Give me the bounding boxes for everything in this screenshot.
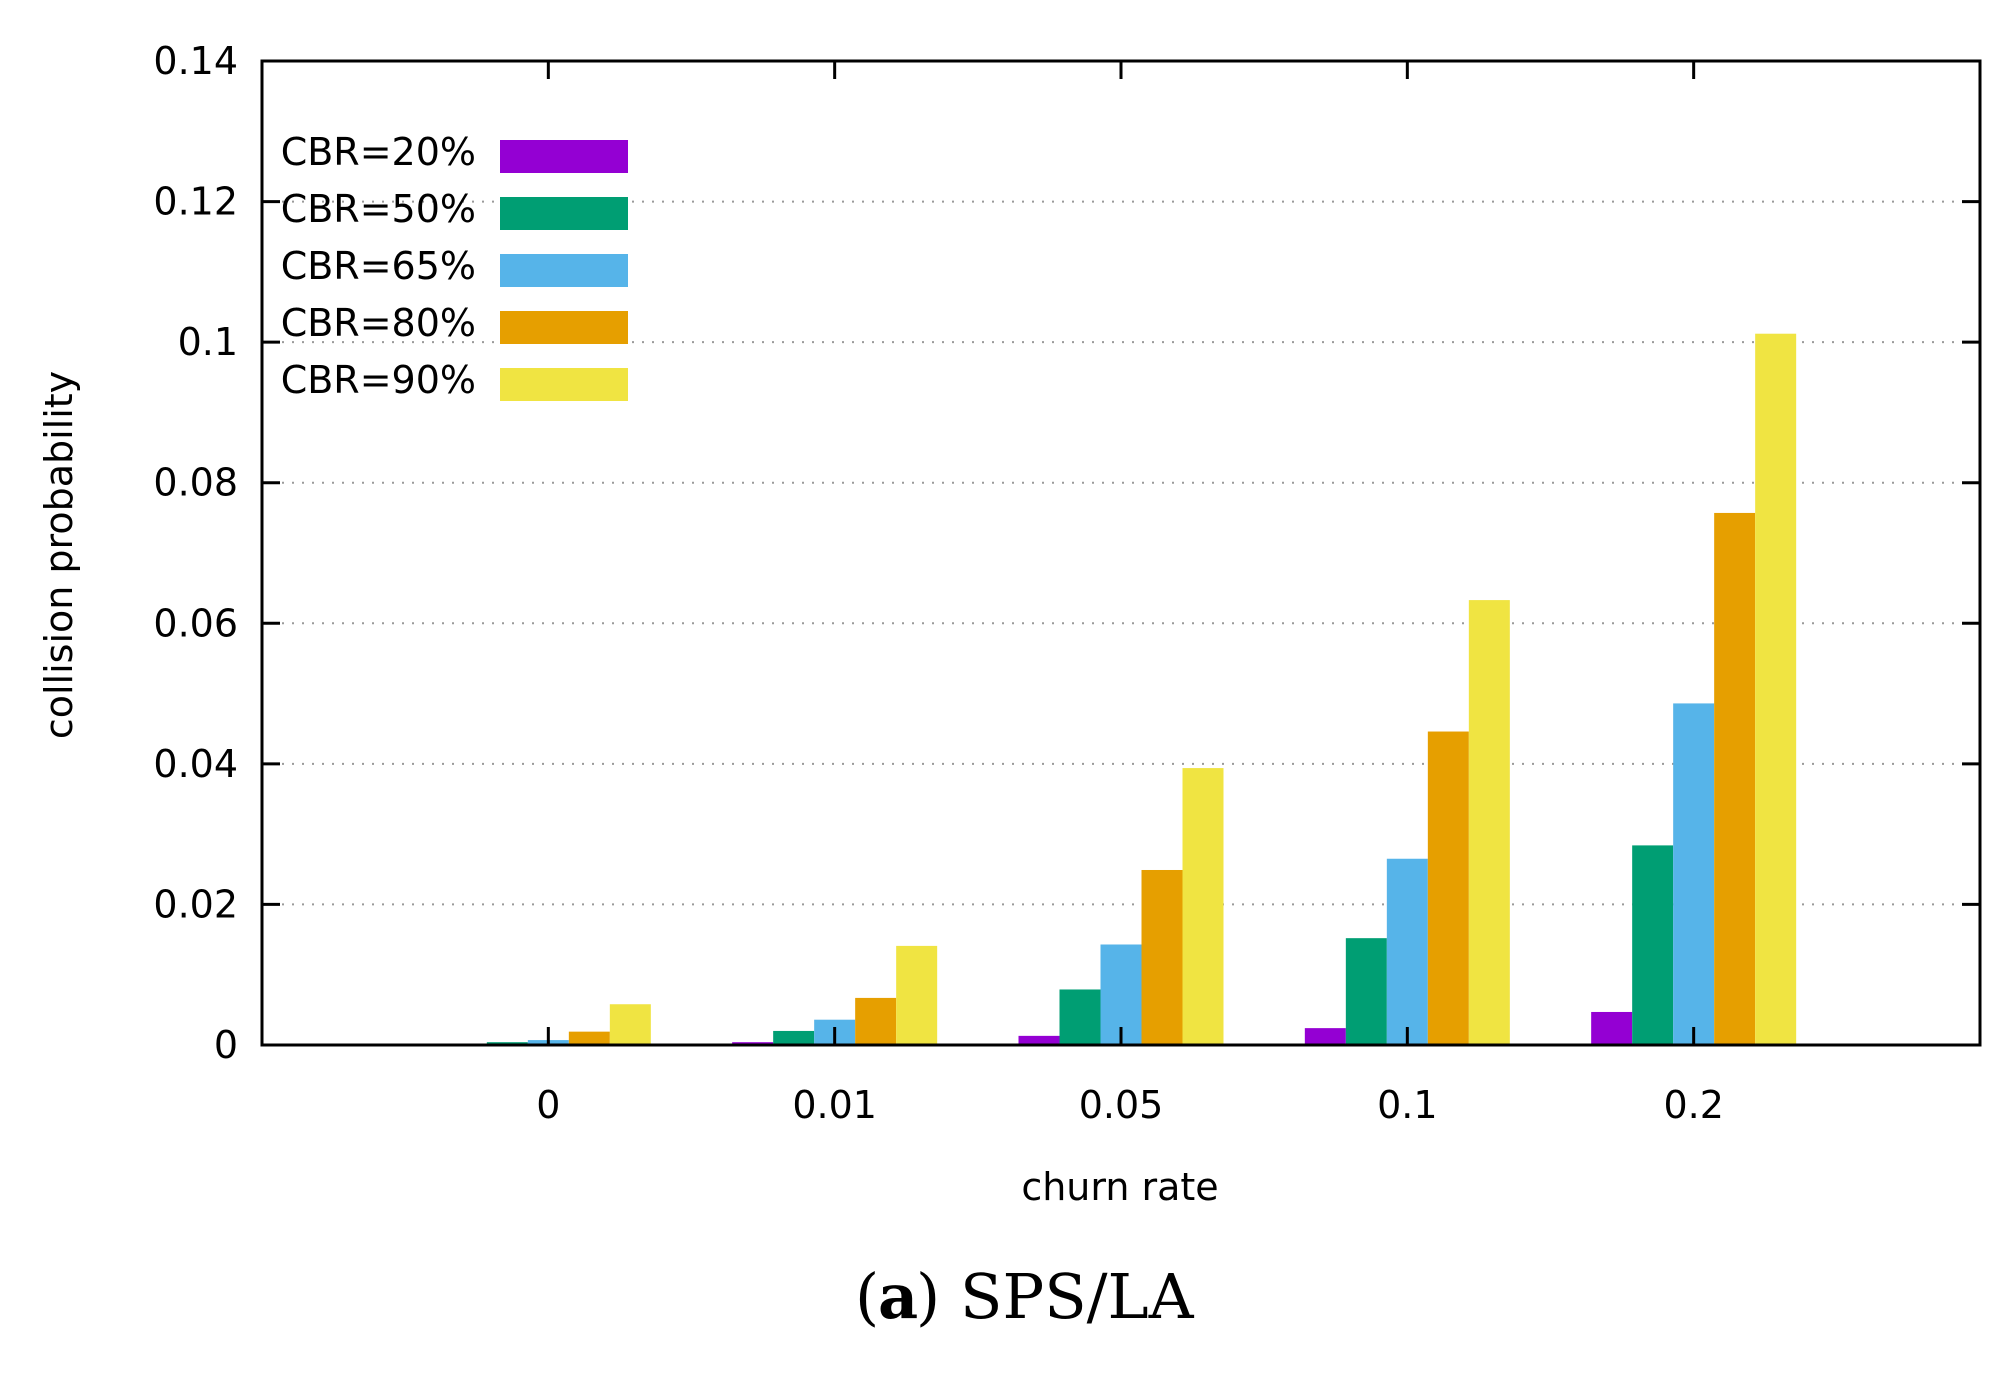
x-tick-label: 0.1 [1377, 1083, 1437, 1127]
x-tick-label: 0.01 [792, 1083, 877, 1127]
x-tick-label: 0.2 [1663, 1083, 1723, 1127]
legend-swatch [500, 197, 628, 230]
figure-caption: ( a ) SPS/LA [855, 1260, 1195, 1333]
bar [1018, 1035, 1060, 1045]
bar [1141, 869, 1183, 1045]
bar [773, 1030, 815, 1045]
caption-close-paren: ) [916, 1260, 940, 1333]
y-tick-label: 0.08 [153, 461, 238, 505]
legend: CBR=20% CBR=50% CBR=65% CBR=80% CBR=90% [281, 130, 628, 402]
legend-label: CBR=80% [281, 301, 476, 345]
bar [1673, 703, 1715, 1045]
x-tick-label: 0.05 [1079, 1083, 1164, 1127]
y-tick-label: 0.04 [153, 742, 238, 786]
bar [1468, 600, 1510, 1045]
x-tick-label: 0 [536, 1083, 560, 1127]
bar [1427, 731, 1469, 1045]
y-tick-label: 0.14 [153, 39, 238, 83]
legend-label: CBR=20% [281, 130, 476, 174]
legend-label: CBR=90% [281, 358, 476, 402]
y-tick-label: 0 [214, 1023, 238, 1067]
y-tick-label: 0.06 [153, 601, 238, 645]
legend-swatch [500, 311, 628, 344]
tick-labels: 0 0.02 0.04 0.06 0.08 0.1 0.12 0.14 0 0.01 0.05 0.1… [153, 39, 1723, 1127]
legend-label: CBR=65% [281, 244, 476, 288]
bar [1755, 333, 1797, 1045]
y-tick-label: 0.1 [178, 320, 238, 364]
y-axis-title: collision probability [37, 371, 81, 739]
bar [1632, 845, 1674, 1045]
bar [1304, 1028, 1346, 1045]
y-tick-label: 0.12 [153, 180, 238, 224]
bar [1182, 768, 1224, 1045]
caption-label: a [878, 1260, 918, 1333]
ticks [262, 59, 1980, 1047]
bar [568, 1031, 610, 1045]
bar [609, 1004, 651, 1045]
legend-swatch [500, 254, 628, 287]
bars [445, 333, 1797, 1045]
legend-label: CBR=50% [281, 187, 476, 231]
caption-open-paren: ( [855, 1260, 879, 1333]
legend-swatch [500, 368, 628, 401]
legend-swatch [500, 140, 628, 173]
bar [1059, 989, 1101, 1045]
y-tick-label: 0.02 [153, 882, 238, 926]
x-axis-title: churn rate [1021, 1165, 1218, 1209]
bar [1345, 938, 1387, 1045]
bar [1386, 858, 1428, 1045]
caption-text: SPS/LA [960, 1260, 1195, 1333]
bar [896, 945, 938, 1045]
bar [1714, 512, 1756, 1045]
bar [855, 997, 897, 1045]
bar [1591, 1011, 1633, 1045]
